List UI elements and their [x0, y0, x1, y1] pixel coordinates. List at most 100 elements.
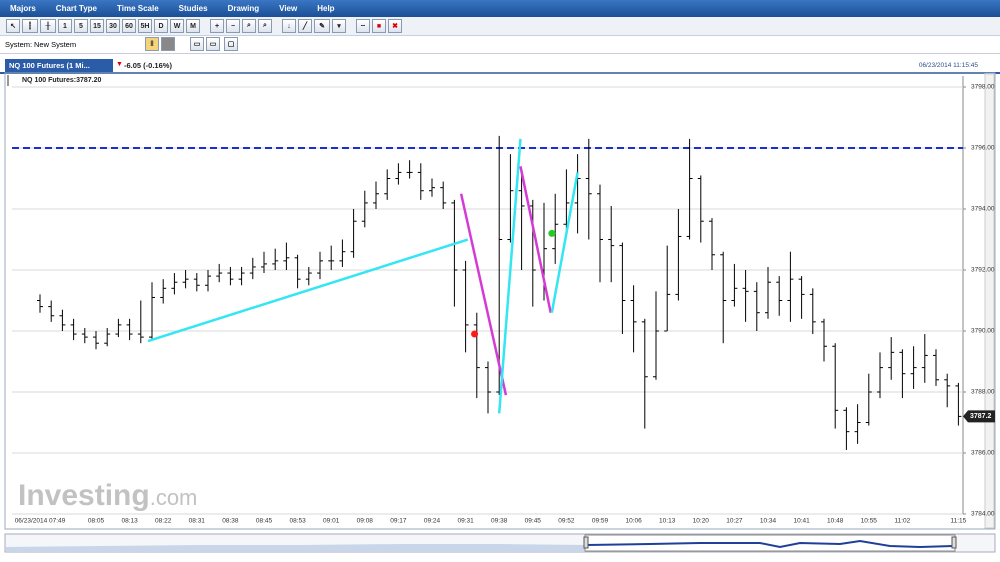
stop-button[interactable]: ■: [372, 19, 386, 33]
pause-button[interactable]: ‖: [145, 37, 159, 51]
y-tick-label: 3788.00: [971, 389, 995, 396]
x-tick-label: 10:27: [726, 518, 743, 525]
pointer-button[interactable]: ↖: [6, 19, 20, 33]
interval-group: 1 5 15 30 60 5H D W M: [58, 19, 200, 33]
timestamp: 06/23/2014 11:15:45: [918, 62, 978, 69]
x-tick-label: 09:45: [525, 518, 542, 525]
x-tick-label: 09:17: [390, 518, 407, 525]
trendline: [550, 172, 579, 313]
navigator-history: [6, 544, 585, 552]
arrow-button[interactable]: ↓: [282, 19, 296, 33]
x-tick-label: 09:24: [424, 518, 441, 525]
menu-item[interactable]: Majors: [10, 4, 36, 13]
x-tick-label: 09:59: [592, 518, 609, 525]
settings-button[interactable]: ┄: [356, 19, 370, 33]
zoom-in-button[interactable]: +: [210, 19, 224, 33]
save-button[interactable]: ▭: [206, 37, 220, 51]
delete-button[interactable]: ✖: [388, 19, 402, 33]
tab-row: NQ 100 Futures (1 Mi... ▼ -6.05 (-0.16%)…: [0, 58, 1000, 74]
y-tick-label: 3786.00: [971, 450, 995, 457]
separator: [0, 53, 1000, 54]
x-tick-label: 08:38: [222, 518, 239, 525]
interval-button[interactable]: D: [154, 19, 168, 33]
stop-system-button[interactable]: [161, 37, 175, 51]
menu-item[interactable]: Time Scale: [117, 4, 159, 13]
x-tick-label: 11:15: [951, 518, 967, 525]
interval-button[interactable]: 5: [74, 19, 88, 33]
y-tick-label: 3790.00: [971, 328, 995, 335]
menu-item[interactable]: Chart Type: [55, 4, 97, 13]
menu-bar: Majors Chart Type Time Scale Studies Drawing…: [0, 0, 1000, 17]
navigator: [4, 533, 996, 553]
interval-button[interactable]: 15: [90, 19, 104, 33]
interval-button[interactable]: 30: [106, 19, 120, 33]
x-tick-label: 10:55: [861, 518, 878, 525]
interval-button[interactable]: W: [170, 19, 184, 33]
bars-button[interactable]: ╫: [40, 19, 56, 33]
y-tick-label: 3796.00: [971, 145, 995, 152]
chart-title: NQ 100 Futures:3787.20: [22, 77, 101, 84]
system-value: New System: [34, 40, 77, 49]
x-tick-label: 09:01: [323, 518, 340, 525]
x-tick-label: 10:48: [827, 518, 844, 525]
marker: [471, 330, 479, 338]
x-tick-label: 08:05: [88, 518, 105, 525]
dropdown-button[interactable]: ▾: [332, 19, 346, 33]
x-tick-label: 10:06: [625, 518, 642, 525]
x-tick-label: 09:52: [558, 518, 575, 525]
fullscreen-button[interactable]: ▢: [224, 37, 238, 51]
chart-type-button[interactable]: ┇: [22, 19, 38, 33]
system-row: System: New System ‖ ▭ ▭ ▢: [0, 37, 1000, 51]
watermark-main: Investing: [18, 479, 150, 512]
last-price-tag: [963, 410, 995, 423]
x-tick-label: 09:31: [457, 518, 474, 525]
y-tick-label: 3792.00: [971, 267, 995, 274]
trendline: [147, 238, 469, 343]
navigator-handle: [951, 536, 957, 549]
marker: [548, 229, 556, 237]
system-label: System:: [5, 40, 33, 49]
x-tick-label: 10:13: [659, 518, 676, 525]
menu-item[interactable]: Help: [317, 4, 335, 13]
watermark: Investing.com: [18, 479, 197, 512]
x-tick-label: 10:20: [693, 518, 710, 525]
y-tick-label: 3794.00: [971, 206, 995, 213]
x-tick-label: 08:53: [289, 518, 306, 525]
x-tick-label: 09:38: [491, 518, 508, 525]
down-icon: ▼: [116, 61, 123, 68]
menu-item[interactable]: View: [279, 4, 298, 13]
interval-button[interactable]: 5H: [138, 19, 152, 33]
watermark-suffix: .com: [150, 485, 198, 510]
line-button[interactable]: ╱: [298, 19, 312, 33]
price-change: -6.05 (-0.16%): [124, 61, 172, 70]
interval-button[interactable]: 1: [58, 19, 72, 33]
y-tick-label: 3798.00: [971, 84, 995, 91]
navigator-line: [586, 539, 954, 549]
instrument-tab[interactable]: NQ 100 Futures (1 Mi...: [5, 59, 113, 72]
interval-button[interactable]: 60: [122, 19, 136, 33]
zoom-out-button[interactable]: −: [226, 19, 240, 33]
x-tick-label: 08:45: [256, 518, 273, 525]
interval-button[interactable]: M: [186, 19, 200, 33]
last-price-label: 3787.2: [970, 413, 992, 420]
x-tick-label: 09:08: [357, 518, 374, 525]
x-tick-label: 06/23/2014 07:49: [15, 518, 66, 525]
navigator-window: [584, 534, 956, 552]
zoom-reset-button[interactable]: ⌕: [258, 19, 272, 33]
menu-item[interactable]: Studies: [178, 4, 208, 13]
y-tick-label: 3784.00: [971, 511, 995, 518]
toolbar: ↖ ┇ ╫ 1 5 15 30 60 5H D W M + − ⌕ ⌕ ↓ ╱ ✎ ▾ ┄ ■ …: [0, 17, 1000, 36]
x-tick-label: 10:41: [793, 518, 810, 525]
x-tick-label: 08:13: [121, 518, 138, 525]
scrollbar: [984, 73, 995, 529]
zoom-button[interactable]: ⌕: [242, 19, 256, 33]
pencil-button[interactable]: ✎: [314, 19, 330, 33]
chart-frame: [4, 72, 996, 530]
navigator-handle: [583, 536, 589, 549]
print-button[interactable]: ▭: [190, 37, 204, 51]
menu-item[interactable]: Drawing: [227, 4, 260, 13]
x-tick-label: 11:02: [895, 518, 911, 525]
x-tick-label: 08:22: [155, 518, 172, 525]
